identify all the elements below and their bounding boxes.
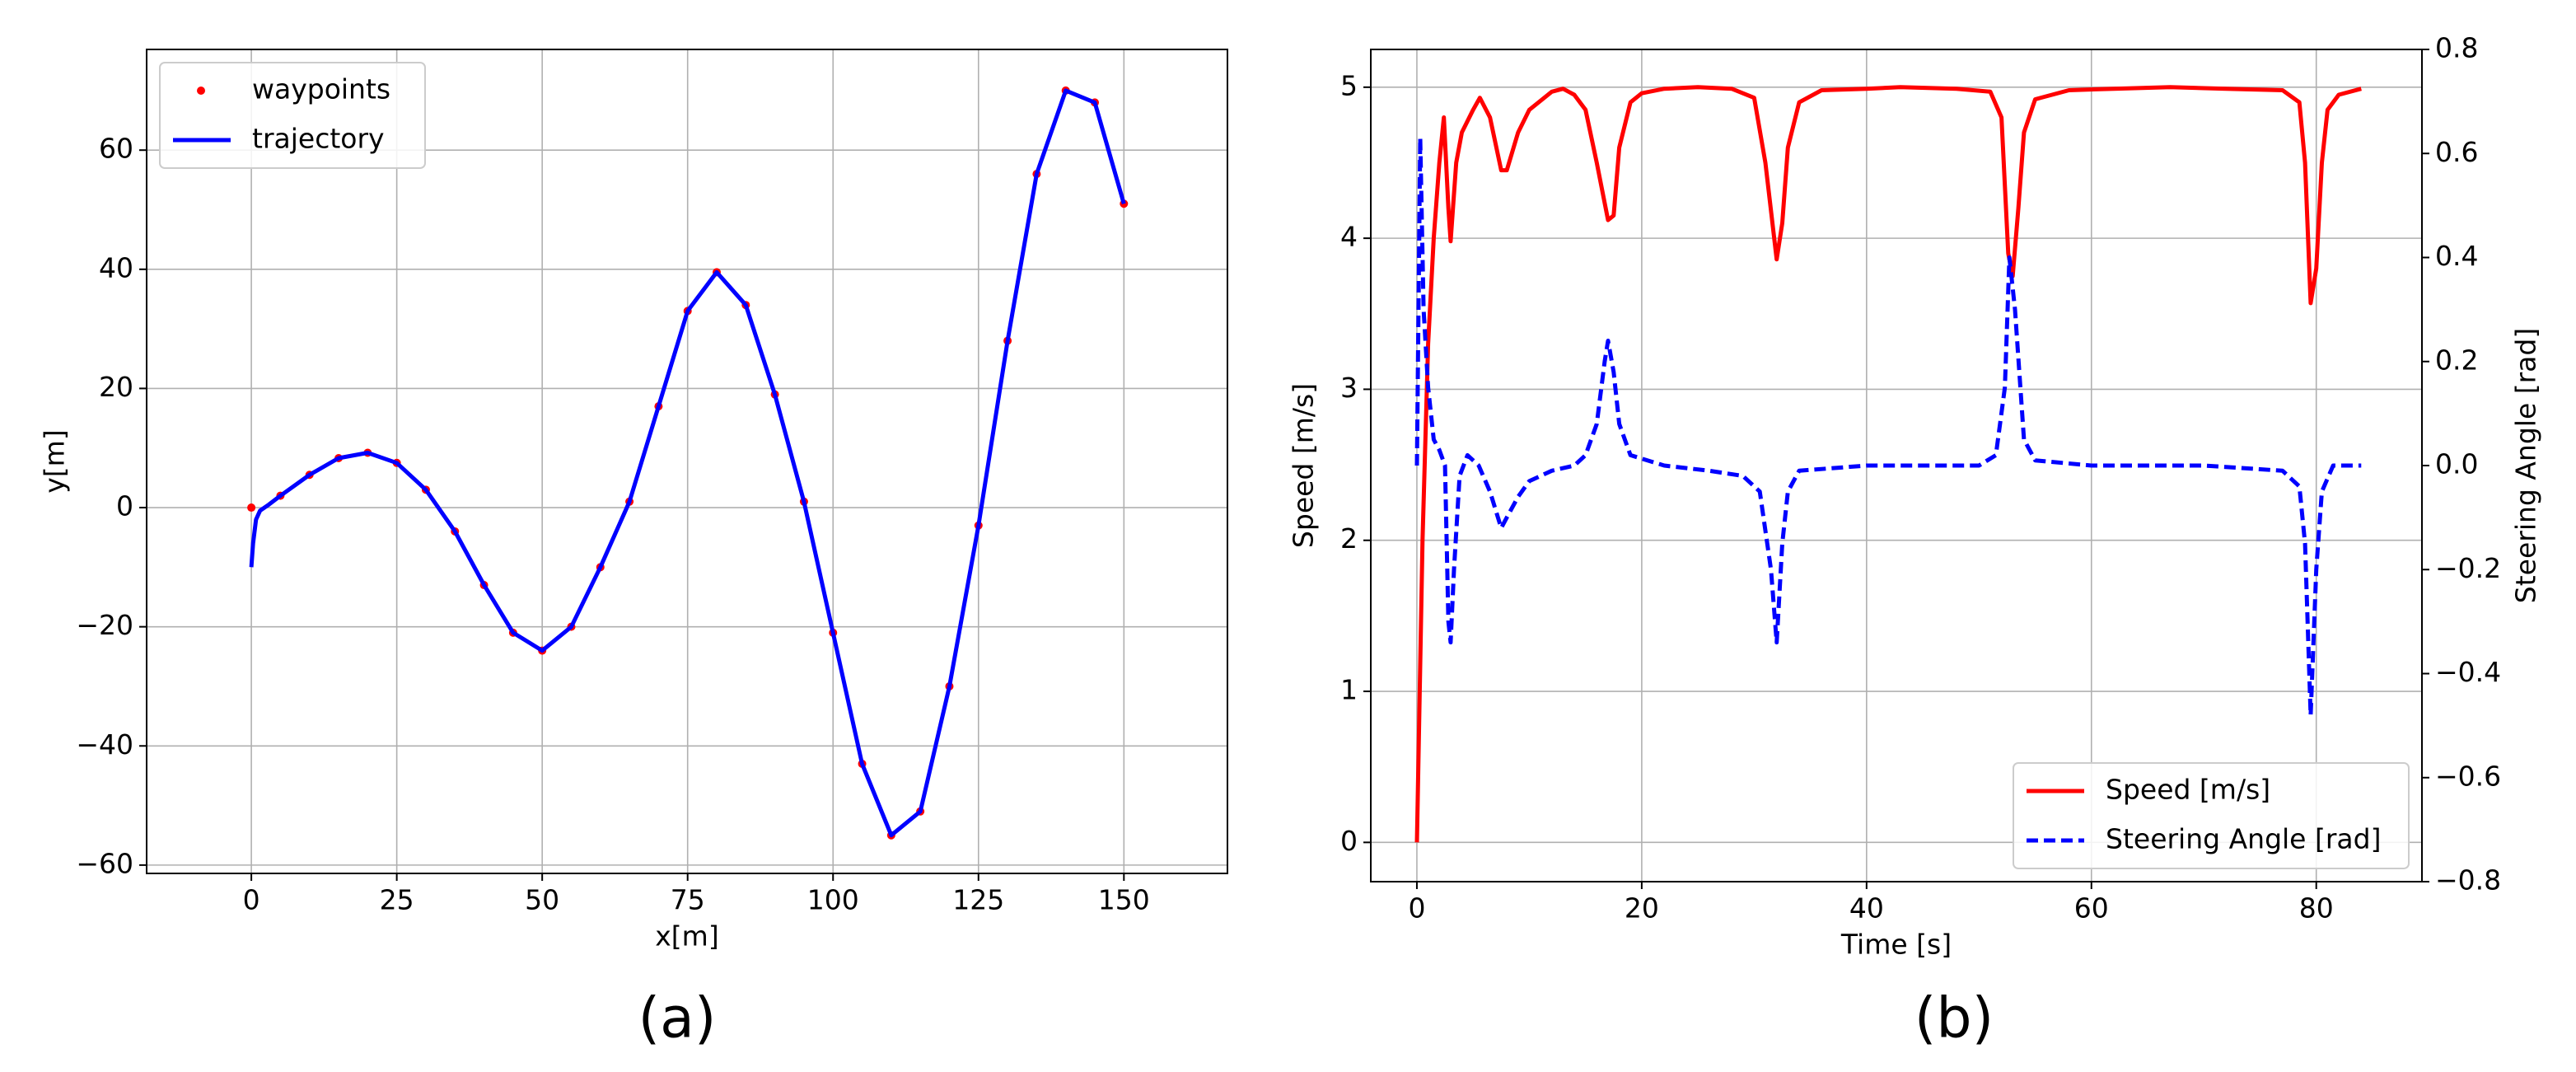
legend-label: Steering Angle [rad] (2106, 823, 2381, 855)
y2-tick-label: 0.0 (2435, 448, 2478, 480)
x-tick-label: 50 (525, 884, 559, 916)
x-tick-label: 60 (2074, 892, 2109, 925)
y2-tick-label: −0.8 (2435, 864, 2501, 896)
y-tick-label: 0 (116, 490, 133, 522)
x-tick-label: 0 (1408, 892, 1425, 925)
x-tick-label: 0 (243, 884, 260, 916)
y-tick-label: 2 (1340, 522, 1358, 555)
y-tick-label: −20 (76, 609, 133, 641)
caption: (a) (638, 986, 717, 1051)
y-tick-label: 3 (1340, 372, 1358, 404)
x-tick-label: 150 (1098, 884, 1150, 916)
legend-box (2013, 762, 2410, 869)
y-tick-label: 1 (1340, 674, 1358, 706)
y2-tick-label: −0.6 (2435, 760, 2501, 792)
y2-axis-label: Steering Angle [rad] (2510, 328, 2542, 603)
caption: (b) (1914, 986, 1994, 1051)
series-line (1414, 135, 2362, 718)
x-tick-label: 40 (1849, 892, 1884, 925)
x-tick-label: 25 (380, 884, 414, 916)
y-tick-label: 40 (99, 251, 133, 283)
x-tick-label: 80 (2299, 892, 2334, 925)
plot-frame (146, 49, 1228, 874)
y2-tick-label: 0.6 (2435, 136, 2478, 168)
y-tick-label: 60 (99, 133, 133, 165)
legend-swatch (197, 87, 205, 95)
y2-tick-label: 0.2 (2435, 344, 2478, 376)
y2-tick-label: 0.8 (2435, 32, 2478, 64)
legend-label: trajectory (252, 123, 385, 155)
legend-label: waypoints (252, 73, 390, 105)
x-tick-label: 20 (1625, 892, 1659, 925)
y-tick-label: −60 (76, 847, 133, 879)
y-axis-label: y[m] (39, 429, 71, 493)
y-axis-label: Speed [m/s] (1288, 383, 1320, 548)
plot-frame (1370, 49, 2423, 882)
y-tick-label: 0 (1340, 825, 1358, 857)
x-axis-label: x[m] (655, 920, 718, 953)
y-tick-label: 4 (1340, 221, 1358, 253)
y2-tick-label: −0.2 (2435, 552, 2501, 584)
y2-tick-label: −0.4 (2435, 656, 2501, 688)
y-tick-label: 20 (99, 371, 133, 403)
y-tick-label: −40 (76, 728, 133, 761)
legend-label: Speed [m/s] (2106, 774, 2270, 806)
y2-tick-label: 0.4 (2435, 240, 2478, 272)
x-tick-label: 100 (807, 884, 859, 916)
series-line (249, 88, 1126, 838)
x-tick-label: 75 (671, 884, 705, 916)
waypoint (247, 503, 256, 513)
x-axis-label: Time [s] (1840, 929, 1952, 961)
x-tick-label: 125 (952, 884, 1004, 916)
y-tick-label: 5 (1340, 69, 1358, 101)
series-line (1414, 85, 2362, 843)
